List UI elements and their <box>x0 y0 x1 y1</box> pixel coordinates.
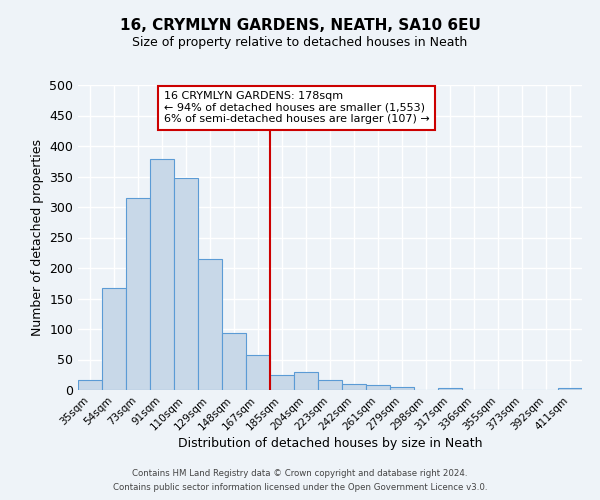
Bar <box>102 288 126 390</box>
Bar <box>438 388 462 390</box>
Bar <box>174 178 198 390</box>
Bar <box>150 160 174 390</box>
X-axis label: Distribution of detached houses by size in Neath: Distribution of detached houses by size … <box>178 438 482 450</box>
Bar <box>246 355 270 390</box>
Bar <box>270 375 294 390</box>
Bar <box>390 387 414 390</box>
Text: Contains HM Land Registry data © Crown copyright and database right 2024.: Contains HM Land Registry data © Crown c… <box>132 468 468 477</box>
Text: Size of property relative to detached houses in Neath: Size of property relative to detached ho… <box>133 36 467 49</box>
Bar <box>126 198 150 390</box>
Bar <box>198 259 222 390</box>
Bar <box>342 384 366 390</box>
Bar <box>294 372 318 390</box>
Text: Contains public sector information licensed under the Open Government Licence v3: Contains public sector information licen… <box>113 484 487 492</box>
Y-axis label: Number of detached properties: Number of detached properties <box>31 139 44 336</box>
Bar <box>318 380 342 390</box>
Text: 16 CRYMLYN GARDENS: 178sqm
← 94% of detached houses are smaller (1,553)
6% of se: 16 CRYMLYN GARDENS: 178sqm ← 94% of deta… <box>164 91 430 124</box>
Bar <box>558 388 582 390</box>
Text: 16, CRYMLYN GARDENS, NEATH, SA10 6EU: 16, CRYMLYN GARDENS, NEATH, SA10 6EU <box>119 18 481 32</box>
Bar <box>78 380 102 390</box>
Bar <box>222 332 246 390</box>
Bar <box>366 384 390 390</box>
